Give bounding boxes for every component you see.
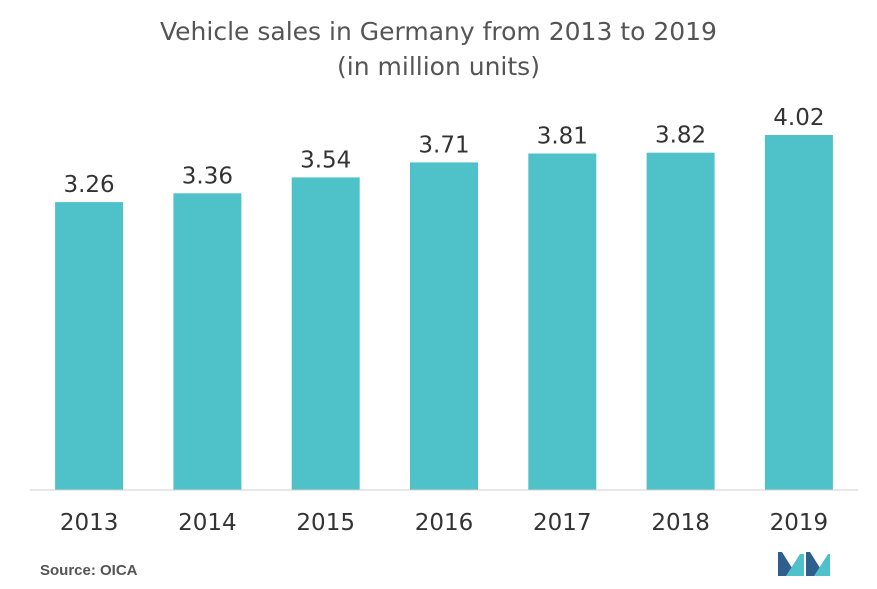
bar-2018 bbox=[646, 152, 715, 490]
bar-2014 bbox=[173, 193, 242, 491]
chart-title-block: Vehicle sales in Germany from 2013 to 20… bbox=[0, 14, 877, 84]
bars-group: 3.26 3.36 3.54 3.71 3.81 3.82 4.02 bbox=[55, 105, 833, 491]
x-tick-label: 2019 bbox=[770, 510, 829, 536]
bar-value-label: 4.02 bbox=[773, 105, 824, 131]
x-tick-label: 2016 bbox=[415, 510, 474, 536]
mordor-intelligence-logo-icon bbox=[778, 552, 830, 576]
bar-2013 bbox=[55, 202, 124, 490]
x-tick-label: 2014 bbox=[178, 510, 237, 536]
x-tick-label: 2015 bbox=[296, 510, 355, 536]
bar-value-label: 3.54 bbox=[300, 147, 351, 173]
chart-title: Vehicle sales in Germany from 2013 to 20… bbox=[160, 17, 717, 46]
source-text: Source: OICA bbox=[40, 562, 138, 579]
bar-2016 bbox=[410, 162, 478, 490]
bar-value-label: 3.71 bbox=[418, 132, 469, 158]
chart-subtitle: (in million units) bbox=[337, 52, 540, 81]
bar-2015 bbox=[291, 177, 360, 490]
x-tick-labels: 2013 2014 2015 2016 2017 2018 2019 bbox=[60, 510, 828, 536]
bar-value-label: 3.26 bbox=[63, 172, 114, 198]
bar-value-label: 3.81 bbox=[537, 124, 588, 150]
bar-value-label: 3.82 bbox=[655, 123, 706, 149]
logo-right-fill bbox=[814, 554, 830, 576]
bar-2019 bbox=[764, 135, 833, 490]
x-tick-label: 2017 bbox=[533, 510, 592, 536]
bar-value-label: 3.36 bbox=[182, 163, 233, 189]
x-tick-label: 2013 bbox=[60, 510, 119, 536]
x-tick-label: 2018 bbox=[651, 510, 710, 536]
logo-mid-shape bbox=[786, 554, 804, 576]
bar-2017 bbox=[528, 153, 597, 490]
